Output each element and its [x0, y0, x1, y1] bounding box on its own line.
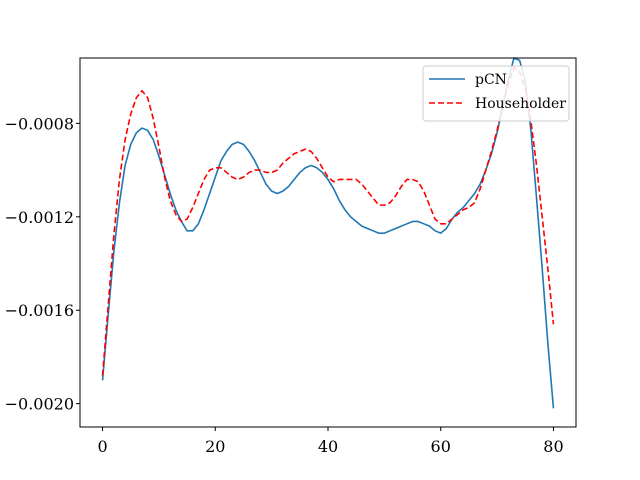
y-tick-label: −0.0016 — [5, 301, 74, 320]
y-tick-label: −0.0008 — [5, 114, 74, 133]
series-line-pcn — [101, 57, 555, 409]
legend: pCN Householder — [422, 65, 570, 122]
x-axis: 0 20 40 60 80 — [97, 427, 564, 456]
x-tick-label: 20 — [205, 437, 225, 456]
x-tick-label: 80 — [543, 437, 563, 456]
legend-label: pCN — [475, 72, 507, 88]
x-tick-label: 40 — [318, 437, 338, 456]
x-tick-label: 60 — [431, 437, 451, 456]
legend-label: Householder — [475, 96, 566, 112]
series-layer — [101, 57, 555, 409]
y-axis: −0.0008 −0.0012 −0.0016 −0.0020 — [5, 114, 80, 414]
y-tick-label: −0.0012 — [5, 208, 74, 227]
y-tick-label: −0.0020 — [5, 395, 74, 414]
x-tick-label: 0 — [97, 437, 107, 456]
